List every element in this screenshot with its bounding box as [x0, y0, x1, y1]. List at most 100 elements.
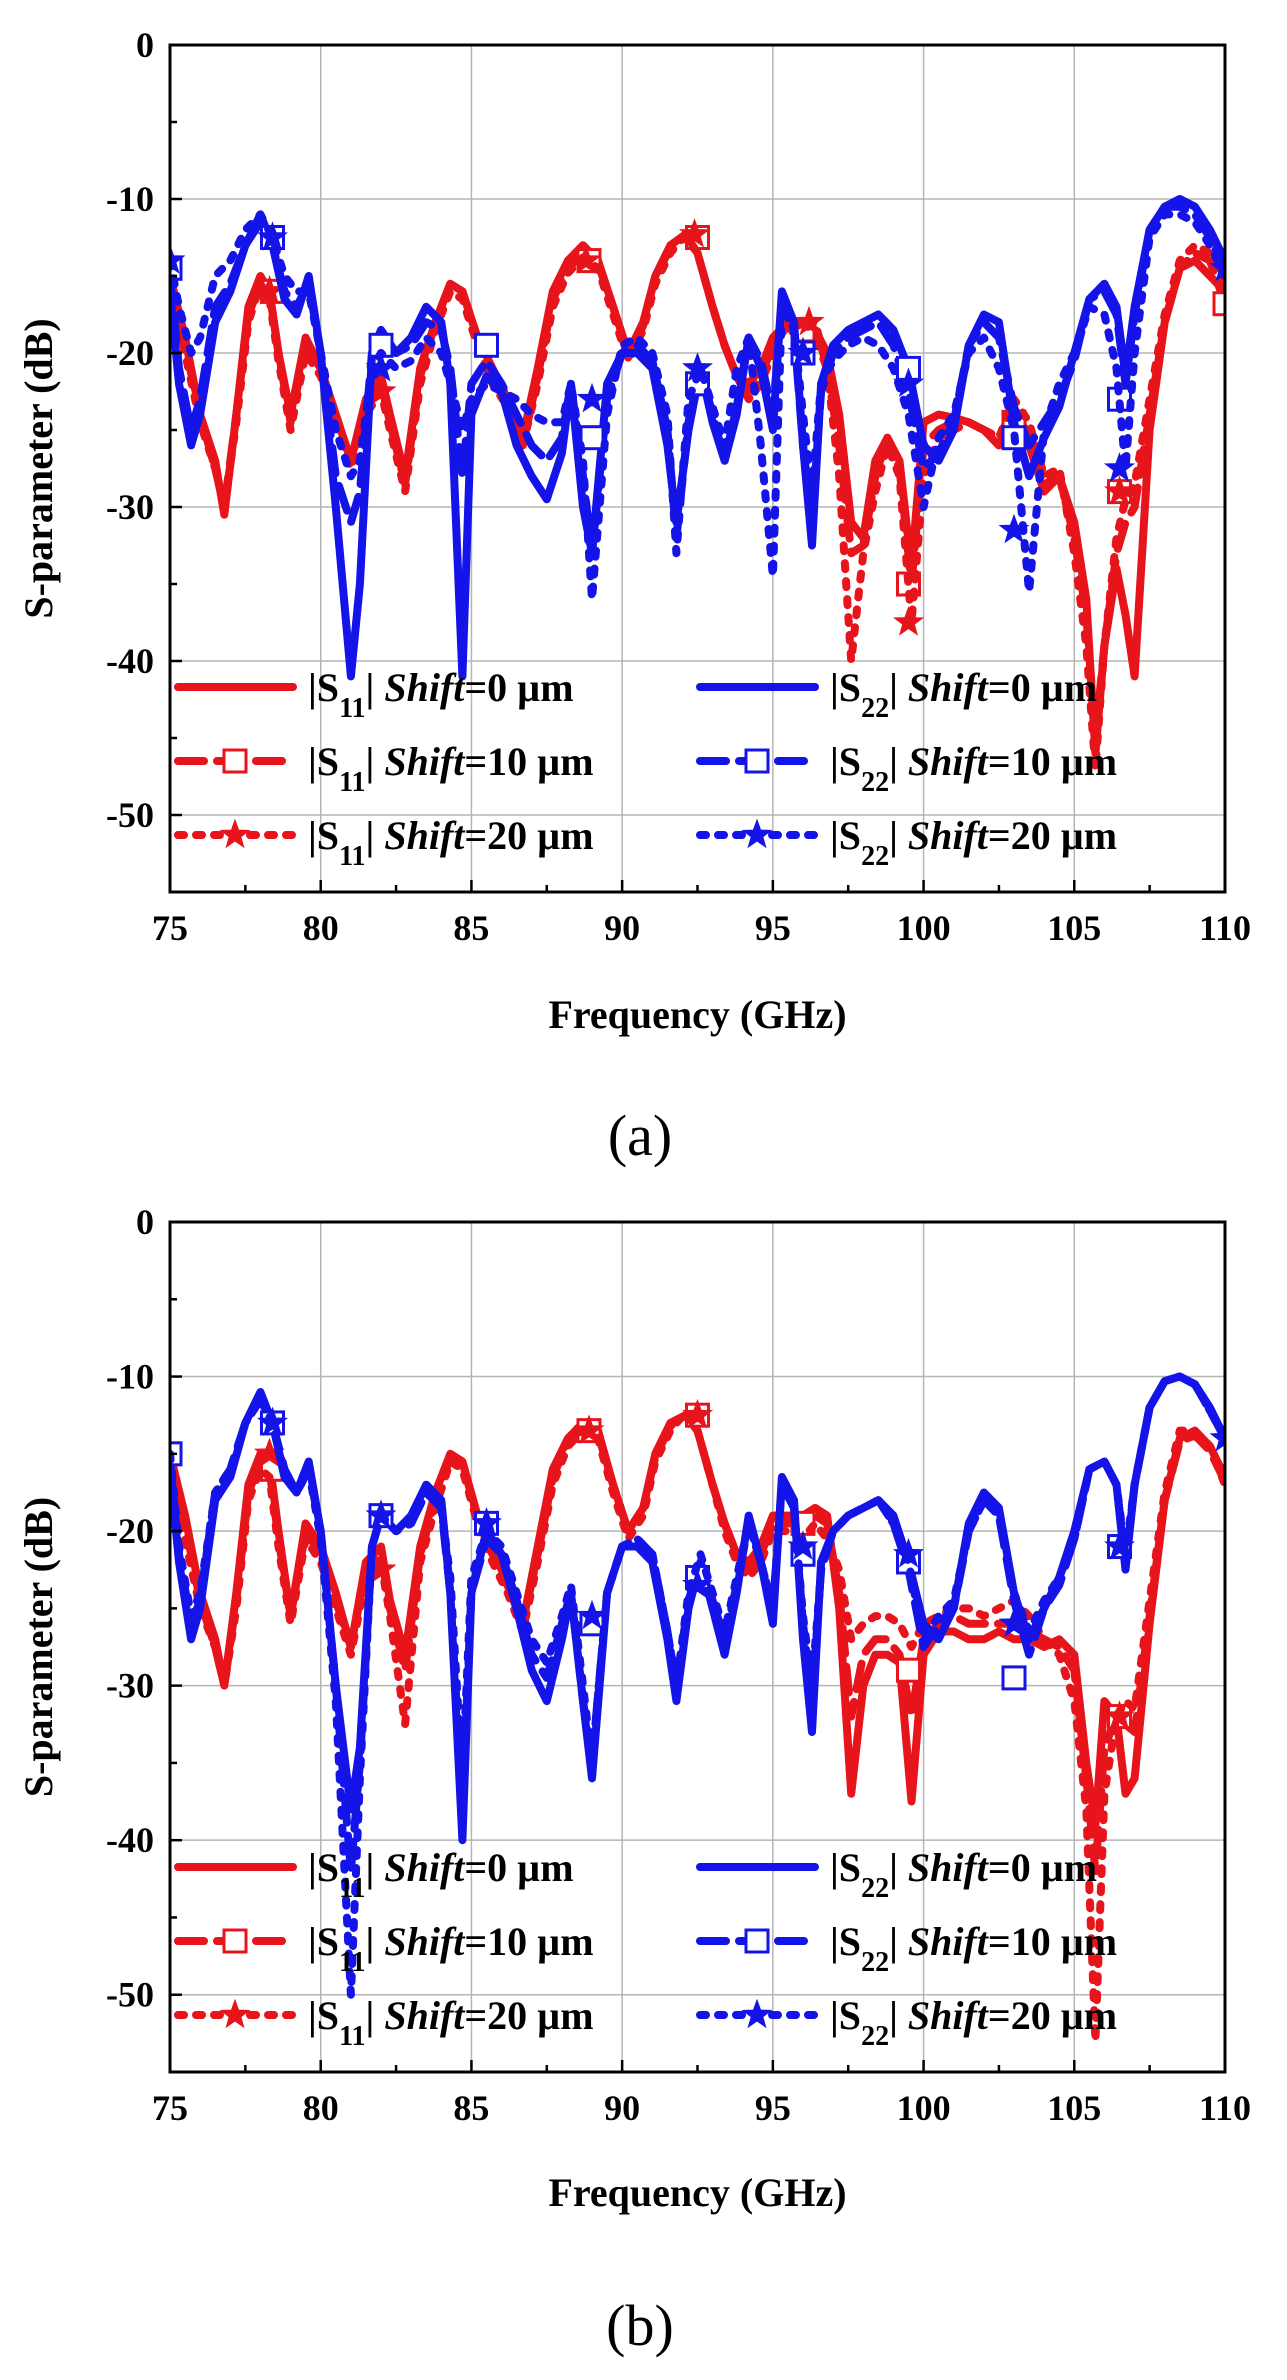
x-tick-label: 105	[1047, 2088, 1101, 2128]
y-tick-label: 0	[136, 1202, 154, 1242]
square-marker	[744, 1928, 770, 1954]
star-marker	[682, 1398, 713, 1429]
star-marker	[998, 513, 1030, 544]
legend-label-1: |S11| Shift=0 µm	[308, 1845, 574, 1904]
x-tick-label: 80	[303, 2088, 339, 2128]
star-marker	[219, 1998, 251, 2029]
series-group	[170, 195, 1225, 773]
star-marker	[1103, 1530, 1136, 1560]
legend-label-5: |S22| Shift=10 µm	[830, 1919, 1117, 1978]
star-marker	[365, 352, 397, 382]
y-tick-label: -10	[106, 179, 154, 219]
star-marker	[576, 1599, 608, 1630]
square-marker	[222, 748, 248, 774]
legend-label-4: |S22| Shift=0 µm	[830, 665, 1097, 724]
star-marker	[170, 244, 186, 274]
series-line-5	[170, 202, 1225, 558]
y-tick-label: -20	[106, 1511, 154, 1551]
legend-label-4: |S22| Shift=0 µm	[830, 1845, 1097, 1904]
star-marker	[679, 218, 711, 248]
x-tick-label: 110	[1199, 2088, 1251, 2128]
series-markers-6	[170, 221, 1225, 544]
y-axis-title: S-parameter (dB)	[16, 1497, 61, 1797]
star-marker	[257, 1406, 289, 1437]
star-marker	[1209, 251, 1225, 282]
legend: |S11| Shift=0 µm |S11| Shift=10 µm |S11| S…	[174, 1845, 1117, 2052]
star-marker	[219, 818, 251, 849]
legend-label-3: |S11| Shift=20 µm	[308, 1993, 594, 2052]
legend-label-2: |S11| Shift=10 µm	[308, 739, 594, 798]
x-tick-label: 85	[453, 2088, 489, 2128]
x-tick-label: 75	[152, 2088, 188, 2128]
star-marker	[573, 1414, 605, 1444]
star-marker	[893, 367, 924, 397]
legend-label-6: |S22| Shift=20 µm	[830, 1993, 1117, 2052]
star-marker	[741, 1998, 773, 2029]
y-tick-label: -30	[106, 1666, 154, 1706]
x-tick-label: 80	[303, 908, 339, 948]
star-marker	[793, 305, 825, 336]
square-marker	[1001, 1665, 1027, 1691]
star-marker	[1104, 452, 1135, 482]
star-marker	[787, 1530, 819, 1560]
legend-label-5: |S22| Shift=10 µm	[830, 739, 1117, 798]
star-marker	[741, 818, 773, 849]
star-marker	[470, 1507, 503, 1537]
square-marker	[1212, 291, 1225, 317]
square-marker	[744, 748, 770, 774]
series-group	[170, 1372, 1225, 2046]
x-tick-label: 100	[897, 908, 951, 948]
square-marker	[474, 332, 499, 358]
y-tick-label: -40	[106, 641, 154, 681]
series-markers-3	[253, 1398, 1136, 1730]
legend: |S11| Shift=0 µm |S11| Shift=10 µm |S11| S…	[174, 665, 1117, 872]
square-marker	[896, 1657, 921, 1683]
star-marker	[1209, 1422, 1225, 1452]
y-tick-label: 0	[136, 25, 154, 65]
star-marker	[682, 1568, 713, 1599]
x-tick-label: 110	[1199, 908, 1251, 948]
series-line-6	[170, 210, 1225, 604]
star-marker	[893, 606, 924, 636]
panel-label: (b)	[606, 2293, 674, 2358]
star-marker	[365, 1499, 397, 1529]
star-marker	[576, 382, 608, 413]
x-tick-label: 95	[755, 908, 791, 948]
y-tick-label: -10	[106, 1357, 154, 1397]
series-markers-3	[253, 218, 1135, 636]
star-marker	[682, 352, 713, 382]
y-tick-label: -20	[106, 333, 154, 373]
panel-label: (a)	[608, 1103, 672, 1168]
y-tick-label: -30	[106, 487, 154, 527]
square-marker	[579, 425, 605, 451]
star-marker	[998, 1607, 1030, 1637]
x-axis-title: Frequency (GHz)	[548, 992, 846, 1037]
legend-label-2: |S11| Shift=10 µm	[308, 1919, 594, 1978]
series-line-3	[170, 1408, 1225, 2046]
x-tick-label: 85	[453, 908, 489, 948]
y-tick-label: -50	[106, 1975, 154, 2015]
x-tick-label: 95	[755, 2088, 791, 2128]
series-markers-6	[257, 1406, 1225, 1637]
ticks: 75 80 85 90 95 100 105 110 0 -10 -20 -30 -40 -50	[106, 1202, 1251, 2128]
x-tick-label: 75	[152, 908, 188, 948]
series-line-6	[170, 1372, 1225, 1999]
grid	[170, 1222, 1225, 2072]
star-marker	[787, 336, 819, 367]
x-axis-title: Frequency (GHz)	[548, 2170, 846, 2215]
legend-label-3: |S11| Shift=20 µm	[308, 813, 594, 872]
ticks: 75 80 85 90 95 100 105 110 0 -10 -20 -30 -40 -50	[106, 25, 1251, 948]
chart-panel-b: 75 80 85 90 95 100 105 110 0 -10 -20 -30 -40 -50 Frequ…	[16, 1202, 1251, 2358]
star-marker	[1104, 475, 1135, 505]
y-axis-title: S-parameter (dB)	[16, 318, 61, 618]
series-line-5	[170, 1372, 1225, 1876]
legend-label-6: |S22| Shift=20 µm	[830, 813, 1117, 872]
series-markers-2	[259, 225, 1225, 597]
star-marker	[570, 244, 602, 274]
x-tick-label: 105	[1047, 908, 1101, 948]
star-marker	[892, 1537, 925, 1568]
x-tick-label: 90	[604, 2088, 640, 2128]
square-marker	[222, 1928, 248, 1954]
chart-panel-a: 75 80 85 90 95 100 105 110 0 -10 -20 -30 -40 -50 Frequ…	[16, 25, 1251, 1168]
